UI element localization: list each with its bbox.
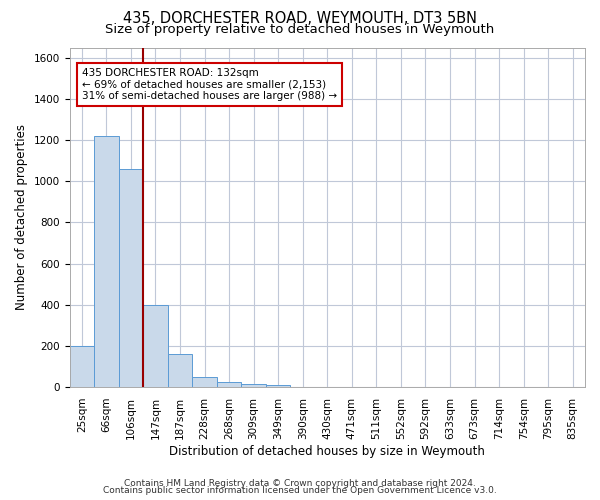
- Bar: [70, 346, 94, 387]
- Bar: [94, 136, 119, 387]
- Text: Contains HM Land Registry data © Crown copyright and database right 2024.: Contains HM Land Registry data © Crown c…: [124, 478, 476, 488]
- Text: 435, DORCHESTER ROAD, WEYMOUTH, DT3 5BN: 435, DORCHESTER ROAD, WEYMOUTH, DT3 5BN: [123, 11, 477, 26]
- Bar: [241, 384, 266, 387]
- Text: 435 DORCHESTER ROAD: 132sqm
← 69% of detached houses are smaller (2,153)
31% of : 435 DORCHESTER ROAD: 132sqm ← 69% of det…: [82, 68, 337, 102]
- X-axis label: Distribution of detached houses by size in Weymouth: Distribution of detached houses by size …: [169, 444, 485, 458]
- Text: Size of property relative to detached houses in Weymouth: Size of property relative to detached ho…: [106, 23, 494, 36]
- Y-axis label: Number of detached properties: Number of detached properties: [15, 124, 28, 310]
- Bar: [266, 385, 290, 387]
- Bar: [168, 354, 192, 387]
- Bar: [143, 305, 168, 387]
- Bar: [217, 382, 241, 387]
- Bar: [192, 377, 217, 387]
- Bar: [119, 169, 143, 387]
- Text: Contains public sector information licensed under the Open Government Licence v3: Contains public sector information licen…: [103, 486, 497, 495]
